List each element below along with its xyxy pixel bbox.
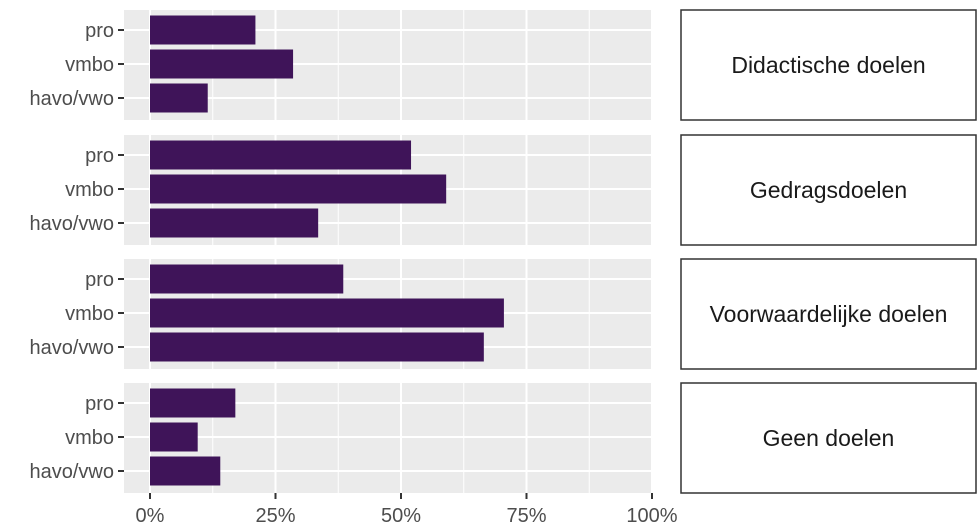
- y-tick-label: havo/vwo: [30, 88, 115, 110]
- bar-vmbo: [150, 174, 447, 204]
- x-tick-label: 25%: [255, 505, 295, 522]
- bar-havo-vwo: [150, 208, 319, 238]
- y-tick-label: pro: [85, 20, 114, 42]
- facet-strip: [680, 134, 977, 246]
- bar-pro: [150, 140, 412, 170]
- facet-panel: pro vmbo havo/vwo Gedragsdoelen: [30, 134, 977, 246]
- y-tick-label: havo/vwo: [30, 337, 115, 359]
- facet-panel: pro vmbo havo/vwo Didactische doelen: [30, 9, 977, 121]
- y-tick-label: vmbo: [65, 54, 114, 76]
- bar-pro: [150, 264, 344, 294]
- bar-vmbo: [150, 49, 294, 79]
- bar-vmbo: [150, 298, 504, 328]
- bar-havo-vwo: [150, 83, 208, 113]
- chart-panels: pro vmbo havo/vwo Didactische doelen pro vmbo…: [30, 9, 977, 494]
- y-tick-label: pro: [85, 393, 114, 415]
- x-tick-label: 100%: [626, 505, 677, 522]
- facet-strip-label: Voorwaardelijke doelen: [710, 301, 948, 327]
- facet-strip: [680, 258, 977, 370]
- facet-strip-label: Didactische doelen: [731, 52, 925, 78]
- bar-havo-vwo: [150, 456, 221, 486]
- x-tick-label: 75%: [506, 505, 546, 522]
- facet-panel: pro vmbo havo/vwo Geen doelen: [30, 382, 977, 494]
- bar-pro: [150, 15, 256, 45]
- y-tick-label: havo/vwo: [30, 213, 115, 235]
- y-tick-label: havo/vwo: [30, 461, 115, 483]
- y-tick-label: vmbo: [65, 427, 114, 449]
- facet-strip-label: Gedragsdoelen: [750, 177, 907, 203]
- facet-strip-label: Geen doelen: [763, 425, 895, 451]
- x-axis: 0% 25% 50% 75% 100%: [136, 493, 678, 522]
- y-tick-label: pro: [85, 145, 114, 167]
- y-tick-label: pro: [85, 269, 114, 291]
- bar-vmbo: [150, 422, 198, 452]
- facet-strip: [680, 382, 977, 494]
- facet-strip: [680, 9, 977, 121]
- x-tick-label: 0%: [136, 505, 165, 522]
- bar-pro: [150, 388, 236, 418]
- y-tick-label: vmbo: [65, 179, 114, 201]
- x-tick-label: 50%: [381, 505, 421, 522]
- bar-havo-vwo: [150, 332, 484, 362]
- y-tick-label: vmbo: [65, 303, 114, 325]
- facet-panel: pro vmbo havo/vwo Voorwaardelijke doelen: [30, 258, 977, 370]
